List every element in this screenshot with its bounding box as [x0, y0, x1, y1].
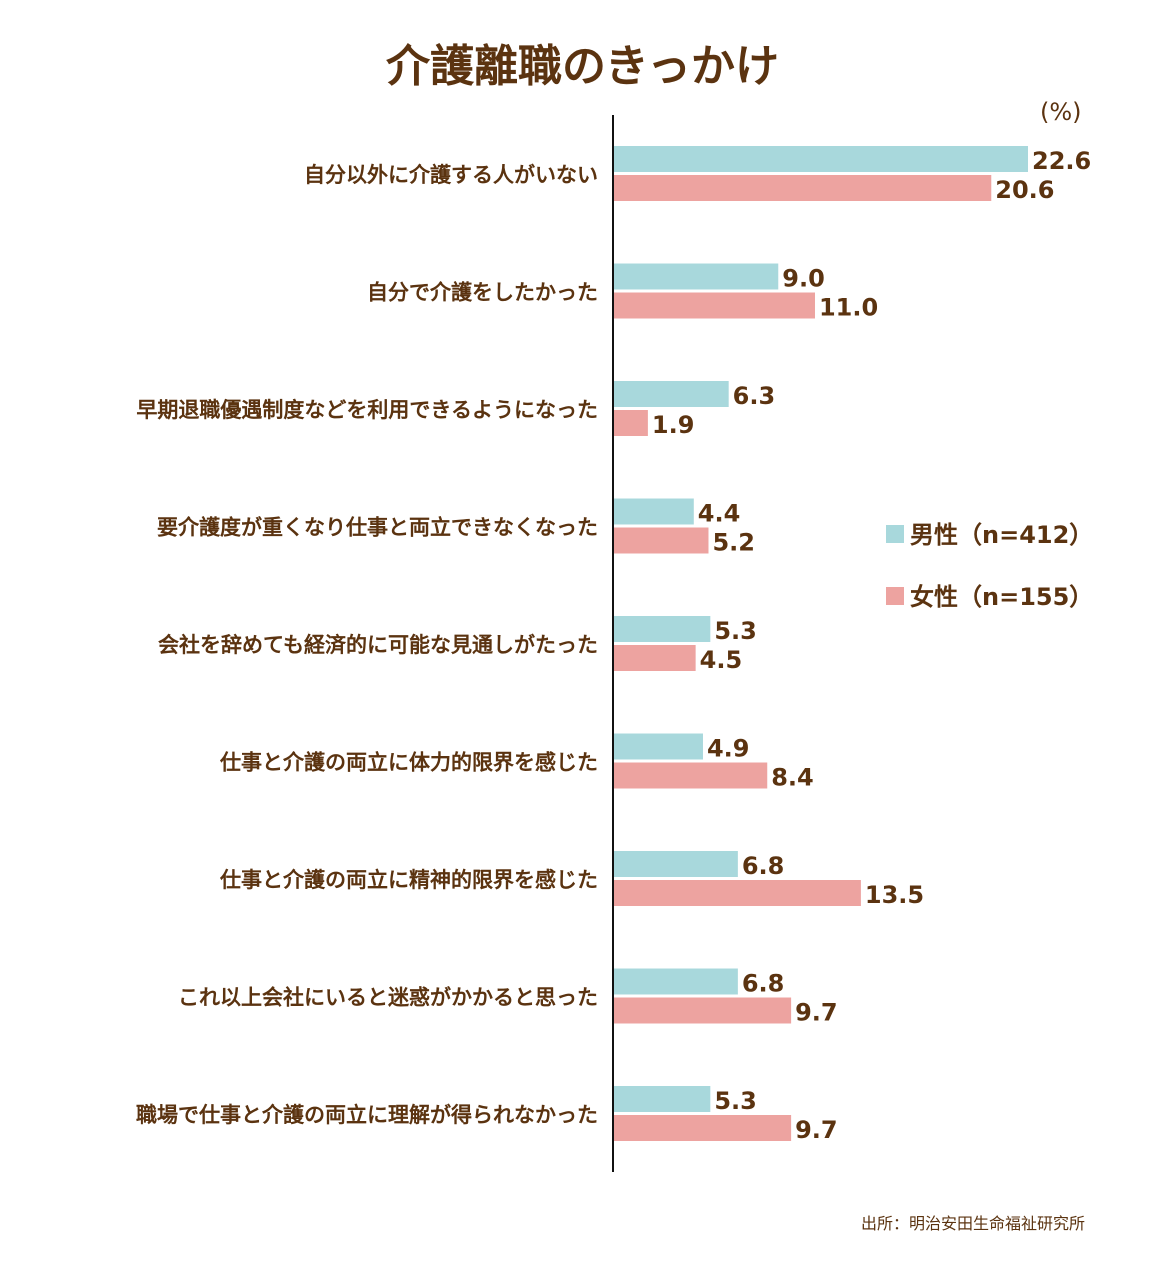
bar-male	[613, 263, 779, 290]
value-label-female: 13.5	[865, 881, 924, 909]
value-label-female: 20.6	[995, 176, 1054, 204]
bar-female	[613, 292, 815, 319]
value-label-male: 6.3	[733, 382, 776, 410]
bar-female	[613, 410, 648, 436]
category-label: 自分で介護をしたかった	[367, 281, 598, 305]
value-label-male: 22.6	[1032, 147, 1091, 175]
unit-label: (%)	[1040, 98, 1082, 126]
bar-female	[613, 880, 861, 906]
legend: 男性（n=412） 女性（n=155）	[886, 521, 1093, 611]
bar-male	[613, 851, 738, 877]
category-label: これ以上会社にいると迷惑がかかると思った	[178, 986, 598, 1010]
source-note: 出所：明治安田生命福祉研究所	[860, 1214, 1085, 1233]
bar-male	[613, 733, 703, 760]
value-label-male: 5.3	[714, 1087, 757, 1115]
chart-title: 介護離職のきっかけ	[386, 41, 779, 92]
category-label: 仕事と介護の両立に体力的限界を感じた	[219, 751, 598, 775]
category-label: 仕事と介護の両立に精神的限界を感じた	[219, 868, 598, 892]
bar-male	[613, 968, 738, 995]
bar-male	[613, 1086, 711, 1112]
bar-male	[613, 381, 729, 407]
category-labels: 自分以外に介護する人がいない自分で介護をしたかった早期退職優遇制度などを利用でき…	[136, 163, 598, 1127]
category-label: 早期退職優遇制度などを利用できるようになった	[136, 398, 598, 422]
value-label-female: 9.7	[795, 999, 838, 1027]
legend-label-female: 女性（n=155）	[910, 583, 1093, 611]
category-label: 要介護度が重くなり仕事と両立できなくなった	[157, 516, 598, 540]
legend-swatch-female	[886, 587, 904, 605]
legend-swatch-male	[886, 525, 904, 543]
value-label-female: 1.9	[652, 411, 695, 439]
value-label-male: 4.4	[698, 500, 741, 528]
value-label-female: 9.7	[795, 1116, 838, 1144]
value-label-female: 5.2	[712, 529, 755, 557]
category-label: 会社を辞めても経済的に可能な見通しがたった	[158, 633, 598, 657]
value-label-male: 6.8	[742, 852, 785, 880]
bars-group: 22.620.69.011.06.31.94.45.25.34.54.98.46…	[613, 146, 1091, 1144]
category-label: 職場で仕事と介護の両立に理解が得られなかった	[136, 1103, 598, 1127]
bar-female	[613, 175, 992, 201]
value-label-male: 4.9	[707, 735, 750, 763]
bar-male	[613, 498, 694, 525]
bar-female	[613, 1115, 792, 1141]
bar-male	[613, 616, 711, 642]
bar-male	[613, 146, 1028, 172]
value-label-female: 4.5	[700, 646, 743, 674]
legend-label-male: 男性（n=412）	[910, 521, 1093, 549]
value-label-female: 8.4	[771, 764, 814, 792]
bar-female	[613, 997, 792, 1024]
category-label: 自分以外に介護する人がいない	[304, 163, 598, 187]
bar-female	[613, 527, 709, 554]
value-label-female: 11.0	[819, 294, 878, 322]
value-label-male: 6.8	[742, 970, 785, 998]
value-label-male: 9.0	[782, 265, 825, 293]
value-label-male: 5.3	[714, 617, 757, 645]
bar-female	[613, 645, 696, 671]
bar-female	[613, 762, 768, 789]
